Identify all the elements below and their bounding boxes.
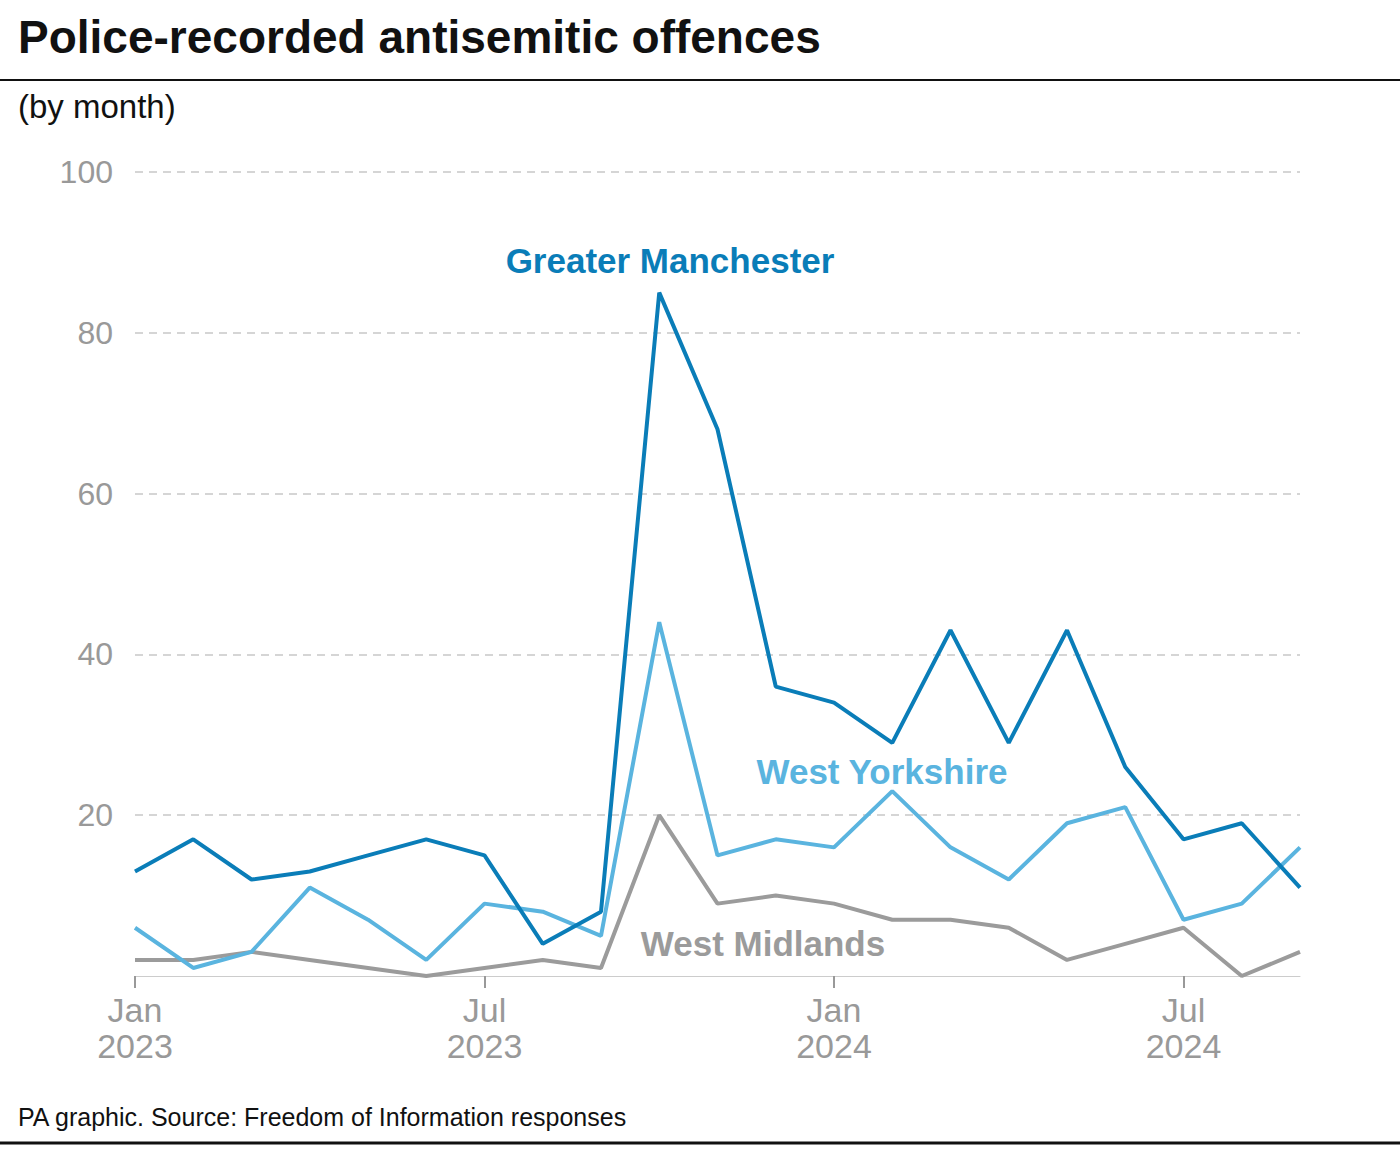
- svg-text:Police-recorded antisemitic of: Police-recorded antisemitic offences: [18, 11, 821, 63]
- svg-text:West Yorkshire: West Yorkshire: [757, 752, 1008, 791]
- svg-text:Jul: Jul: [463, 991, 506, 1029]
- svg-text:2023: 2023: [97, 1027, 173, 1065]
- svg-text:Jan: Jan: [807, 991, 862, 1029]
- svg-text:80: 80: [77, 315, 113, 351]
- svg-text:40: 40: [77, 636, 113, 672]
- svg-text:Jan: Jan: [108, 991, 163, 1029]
- svg-text:2024: 2024: [1146, 1027, 1222, 1065]
- svg-text:Jul: Jul: [1162, 991, 1205, 1029]
- svg-text:60: 60: [77, 476, 113, 512]
- svg-text:20: 20: [77, 797, 113, 833]
- svg-text:2023: 2023: [447, 1027, 523, 1065]
- svg-text:2024: 2024: [796, 1027, 872, 1065]
- svg-text:Greater Manchester: Greater Manchester: [506, 241, 835, 280]
- svg-text:West Midlands: West Midlands: [641, 924, 885, 963]
- svg-text:(by month): (by month): [18, 88, 176, 125]
- svg-text:100: 100: [60, 154, 113, 190]
- svg-text:PA graphic. Source: Freedom of: PA graphic. Source: Freedom of Informati…: [18, 1103, 626, 1131]
